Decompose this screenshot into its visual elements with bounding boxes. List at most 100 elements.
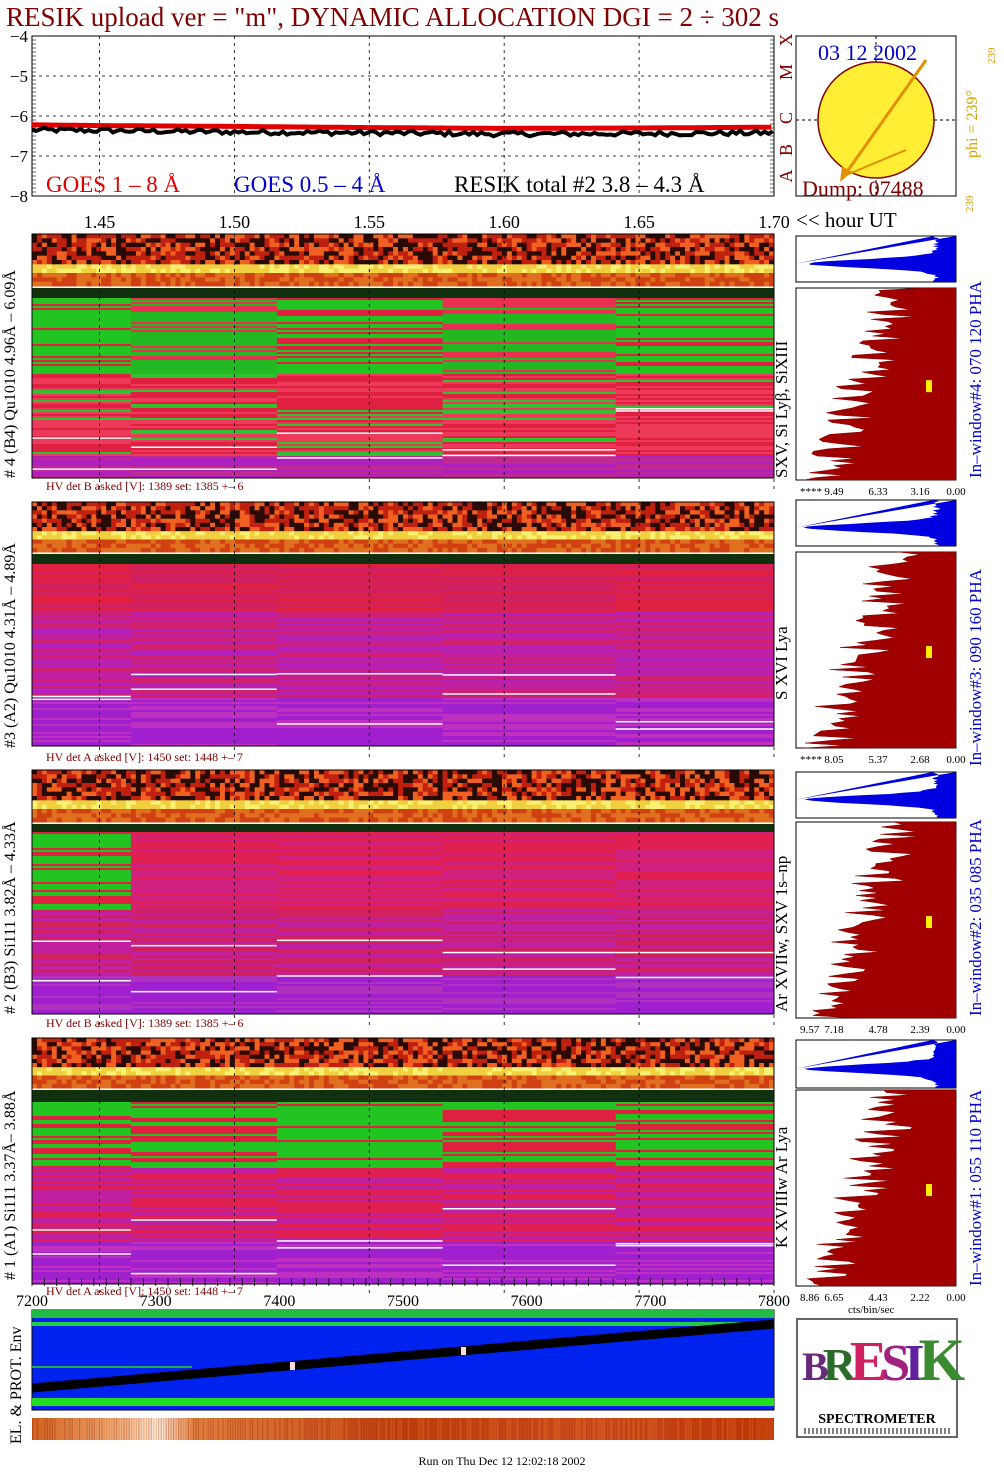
spectrogram-top-cell xyxy=(264,234,270,239)
spectrogram-band xyxy=(32,650,132,653)
spectrogram-top-cell xyxy=(165,260,172,265)
spectrogram-top-cell xyxy=(600,543,607,549)
spectrogram-band xyxy=(442,704,617,707)
spectrogram-band xyxy=(276,602,444,605)
spectrogram-band xyxy=(615,646,775,649)
spectrogram-band xyxy=(130,348,278,351)
spectrogram-band xyxy=(276,614,444,617)
spectrogram-top-cell xyxy=(353,273,359,278)
spectrogram-top-cell xyxy=(205,547,211,553)
spectrogram-top-cell xyxy=(417,255,424,261)
spectrogram-top-cell xyxy=(610,535,617,540)
spectrogram-top-cell xyxy=(739,268,745,274)
spectrogram-top-cell xyxy=(373,518,379,524)
spectrogram-top-cell xyxy=(684,527,691,532)
spectrogram-top-cell xyxy=(383,255,389,261)
spectrogram-top-cell xyxy=(378,531,384,536)
spectrogram-band xyxy=(276,406,444,409)
spectrogram-top-cell xyxy=(284,255,290,261)
spectrogram-top-cell xyxy=(511,770,518,775)
spectrogram-top-cell xyxy=(744,255,750,261)
spectrogram-band xyxy=(442,692,617,695)
spectrogram-band xyxy=(442,434,617,437)
spectrogram-top-cell xyxy=(323,510,330,515)
spectrogram-top-cell xyxy=(46,242,53,248)
spectrogram-top-cell xyxy=(224,273,231,278)
spectrogram-top-cell xyxy=(561,502,567,507)
spectrogram-band xyxy=(615,574,775,577)
spectrogram-top-cell xyxy=(630,268,636,274)
spectrogram-top-cell xyxy=(625,502,632,507)
spectrogram-top-cell xyxy=(264,547,270,553)
spectrogram-band xyxy=(442,570,617,573)
spectrogram-top-cell xyxy=(764,531,770,536)
spectrogram-top-cell xyxy=(650,260,656,265)
spectrogram-top-cell xyxy=(749,547,755,553)
spectrogram-top-cell xyxy=(482,531,488,536)
spectrogram-top-cell xyxy=(699,510,706,515)
spectrogram-band xyxy=(276,452,444,455)
spectrogram-top-cell xyxy=(640,543,646,549)
spectrogram-top-cell xyxy=(81,543,87,549)
spectrogram-top-cell xyxy=(492,247,498,252)
spectrogram-top-cell xyxy=(160,774,167,780)
spectrogram-top-cell xyxy=(699,502,706,507)
spectrogram-band xyxy=(276,698,444,701)
spectrogram-band xyxy=(130,470,278,473)
spectrogram-top-cell xyxy=(506,510,513,515)
spectrogram-top-cell xyxy=(506,242,513,248)
spectrogram-top-cell xyxy=(650,522,656,528)
spectrogram-top-cell xyxy=(571,277,577,283)
spectrogram-top-cell xyxy=(86,251,92,257)
spectrogram-top-cell xyxy=(309,277,315,283)
spectrogram-top-cell xyxy=(56,251,63,257)
spectrogram-top-cell xyxy=(655,506,661,511)
spectrogram-top-cell xyxy=(586,510,592,515)
spectrogram-top-cell xyxy=(699,547,706,553)
spectrogram-top-cell xyxy=(299,242,305,248)
spectrogram-top-cell xyxy=(427,281,434,287)
spectrogram-top-cell xyxy=(106,510,112,515)
spectrogram-top-cell xyxy=(130,242,137,248)
spectrogram-top-cell xyxy=(427,535,434,540)
spectrogram-top-cell xyxy=(754,518,760,524)
spectrogram-top-cell xyxy=(694,238,701,244)
spectrogram-top-cell xyxy=(506,281,513,287)
spectrogram-top-cell xyxy=(452,247,458,252)
spectrogram-top-cell xyxy=(343,255,350,261)
spectrogram-top-cell xyxy=(185,255,191,261)
spectrogram-top-cell xyxy=(71,247,78,252)
spectrogram-top-cell xyxy=(724,547,730,553)
spectrogram-top-cell xyxy=(665,273,671,278)
spectrogram-top-cell xyxy=(333,531,340,536)
spectrogram-top-cell xyxy=(581,518,587,524)
spectrogram-top-cell xyxy=(398,539,404,545)
spectrogram-white-line xyxy=(442,454,616,457)
spectrogram-top-cell xyxy=(56,260,63,265)
spectrogram-band xyxy=(32,450,132,453)
spectrogram-band xyxy=(130,732,278,735)
spectrogram-top-cell xyxy=(121,506,127,511)
spectrogram-top-cell xyxy=(749,527,755,532)
spectrogram-top-cell xyxy=(195,531,201,536)
spectrogram-top-cell xyxy=(675,260,681,265)
spectrogram-top-cell xyxy=(482,510,488,515)
spectrogram-top-cell xyxy=(234,539,241,545)
spectrogram-top-cell xyxy=(482,277,488,283)
spectrogram-top-cell xyxy=(333,502,340,507)
spectrogram-band xyxy=(276,656,444,659)
spectrogram-top-cell xyxy=(180,273,186,278)
spectrogram-top-cell xyxy=(477,273,483,278)
spectrogram-top-cell xyxy=(635,268,641,274)
spectrogram-band xyxy=(442,344,617,347)
spectrogram-band xyxy=(130,558,278,561)
spectrogram-top-cell xyxy=(764,277,770,283)
spectrogram-top-cell xyxy=(116,281,122,287)
spectrogram-top-cell xyxy=(125,264,132,270)
spectrogram-top-cell xyxy=(694,527,701,532)
spectrogram-top-cell xyxy=(640,277,646,283)
sun-disk xyxy=(817,61,935,179)
spectrogram-top-cell xyxy=(343,281,350,287)
spectrogram-top-cell xyxy=(403,238,409,244)
spectrogram-top-cell xyxy=(521,506,528,511)
